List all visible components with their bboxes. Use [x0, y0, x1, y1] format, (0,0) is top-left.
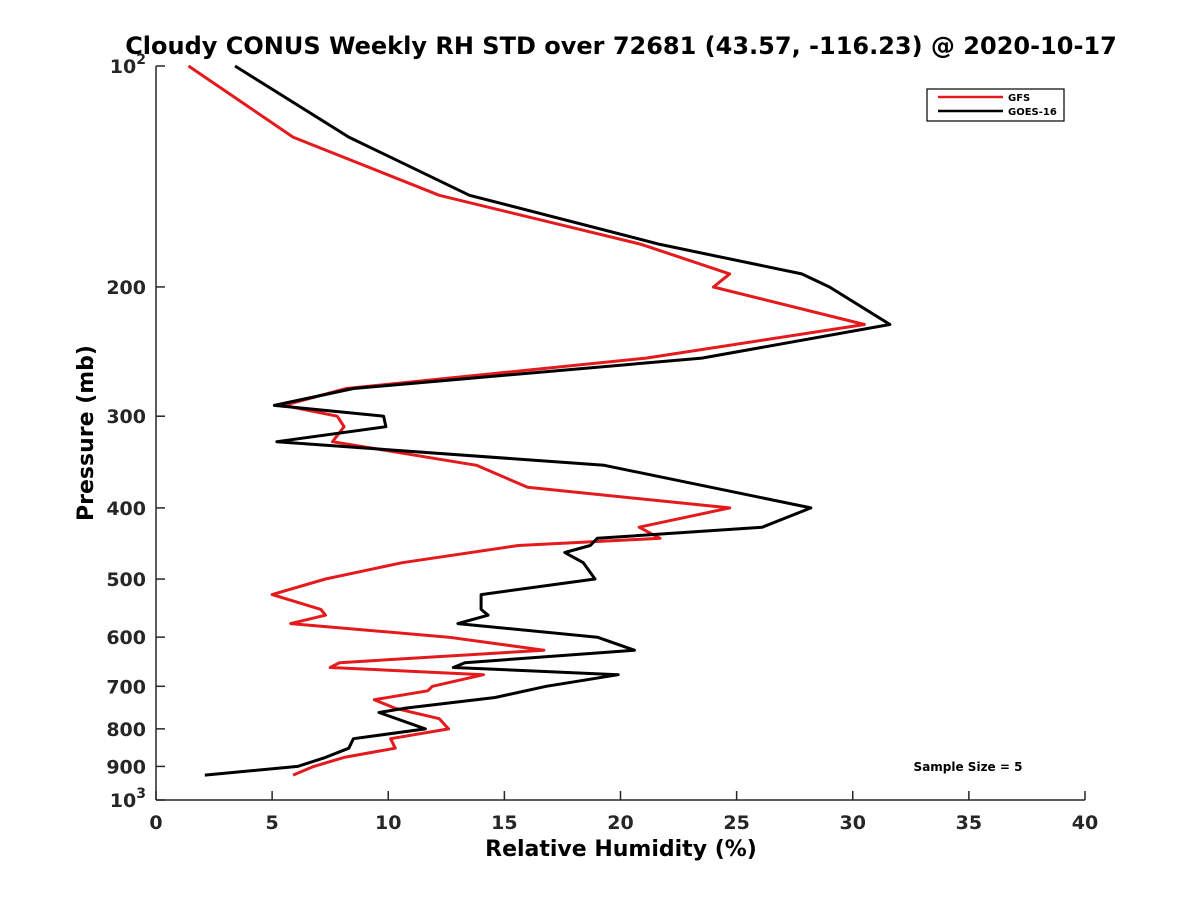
- y-tick-label: 400: [106, 498, 146, 520]
- chart-title: Cloudy CONUS Weekly RH STD over 72681 (4…: [125, 32, 1117, 60]
- y-tick-label: 300: [106, 406, 146, 428]
- y-tick-label: 102: [110, 52, 146, 78]
- x-tick-label: 5: [266, 812, 279, 834]
- legend-label-gfs: GFS: [1008, 93, 1030, 104]
- y-tick-label: 500: [106, 569, 146, 591]
- legend-label-goes-16: GOES-16: [1008, 107, 1057, 118]
- x-tick-label: 15: [491, 812, 517, 834]
- x-tick-label: 30: [840, 812, 866, 834]
- y-axis-label: Pressure (mb): [74, 345, 99, 521]
- y-tick-label: 103: [110, 786, 146, 812]
- series-line-gfs: [187, 64, 866, 777]
- x-ticks: 0 5 10 15 20 25 30 35 40: [149, 791, 1098, 834]
- sample-size-annotation: Sample Size = 5: [914, 760, 1023, 774]
- y-tick-label: 600: [106, 627, 146, 649]
- x-tick-label: 10: [375, 812, 401, 834]
- x-axis-label: Relative Humidity (%): [485, 837, 757, 862]
- legend: GFS GOES-16: [926, 88, 1065, 122]
- legend-box: [926, 88, 1065, 122]
- y-tick-label: 900: [106, 756, 146, 778]
- series-layer: [187, 64, 892, 777]
- x-tick-label: 20: [607, 812, 633, 834]
- x-tick-label: 35: [956, 812, 982, 834]
- x-tick-label: 25: [723, 812, 749, 834]
- y-ticks: 102 200 300 400 500 600 700 800 900 103: [106, 52, 165, 812]
- y-tick-label: 800: [106, 719, 146, 741]
- series-line-goes-16: [204, 64, 892, 777]
- y-tick-label: 200: [106, 277, 146, 299]
- x-tick-label: 0: [149, 812, 162, 834]
- x-tick-label: 40: [1072, 812, 1098, 834]
- y-tick-label: 700: [106, 676, 146, 698]
